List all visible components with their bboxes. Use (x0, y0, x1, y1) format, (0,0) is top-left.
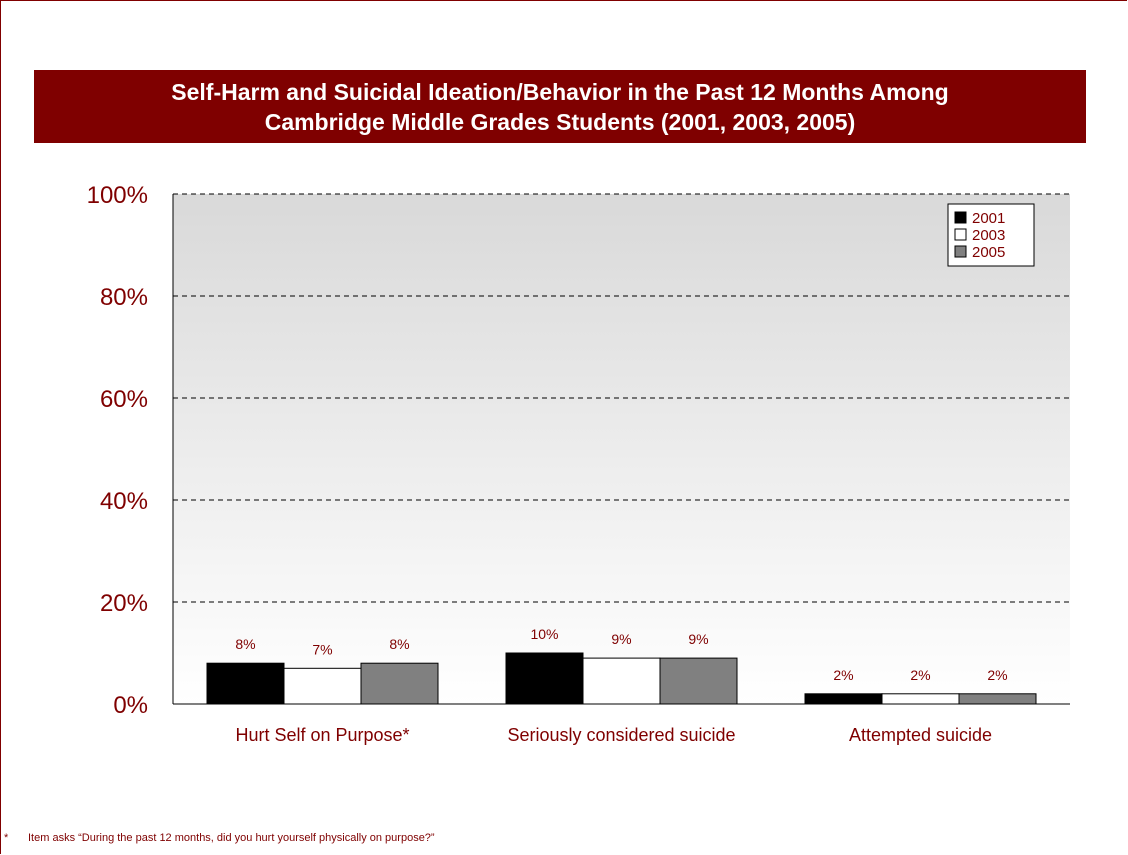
x-tick-label: Hurt Self on Purpose* (235, 725, 409, 745)
bar-2003 (881, 693, 960, 705)
y-tick-label: 20% (100, 590, 148, 617)
plot-area (173, 194, 1070, 704)
data-label: 2% (910, 667, 930, 683)
legend-label-2003: 2003 (972, 227, 1005, 244)
legend-label-2001: 2001 (972, 210, 1005, 227)
footnote: * Item asks “During the past 12 months, d… (4, 832, 435, 844)
bar-2003 (582, 657, 661, 705)
x-tick-label: Seriously considered suicide (507, 725, 735, 745)
y-tick-label: 100% (87, 182, 148, 209)
data-label: 2% (833, 667, 853, 683)
data-label: 10% (530, 626, 558, 642)
data-label: 2% (987, 667, 1007, 683)
bar-2001 (804, 693, 883, 705)
footnote-text: Item asks “During the past 12 months, di… (28, 832, 435, 844)
legend-label-2005: 2005 (972, 244, 1005, 261)
bar-2005 (659, 657, 738, 705)
data-label: 8% (235, 636, 255, 652)
y-tick-label: 40% (100, 488, 148, 515)
legend-swatch-2001 (954, 211, 967, 224)
data-label: 7% (312, 641, 332, 657)
bar-2001 (505, 652, 584, 705)
x-tick-label: Attempted suicide (849, 725, 992, 745)
bar-2005 (958, 693, 1037, 705)
legend-swatch-2003 (954, 228, 967, 241)
y-tick-label: 0% (113, 692, 148, 719)
data-label: 9% (611, 631, 631, 647)
data-label: 9% (688, 631, 708, 647)
chart-title: Self-Harm and Suicidal Ideation/Behavior… (34, 70, 1086, 143)
footnote-marker: * (4, 832, 9, 844)
bar-2005 (360, 662, 439, 705)
legend-swatch-2005 (954, 245, 967, 258)
y-tick-label: 80% (100, 284, 148, 311)
y-tick-label: 60% (100, 386, 148, 413)
data-label: 8% (389, 636, 409, 652)
bar-2003 (283, 667, 362, 705)
bar-2001 (206, 662, 285, 705)
